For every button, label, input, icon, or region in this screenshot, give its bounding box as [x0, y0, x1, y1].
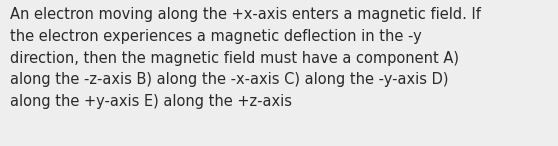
Text: An electron moving along the +x-axis enters a magnetic field. If
the electron ex: An electron moving along the +x-axis ent…: [10, 7, 481, 109]
